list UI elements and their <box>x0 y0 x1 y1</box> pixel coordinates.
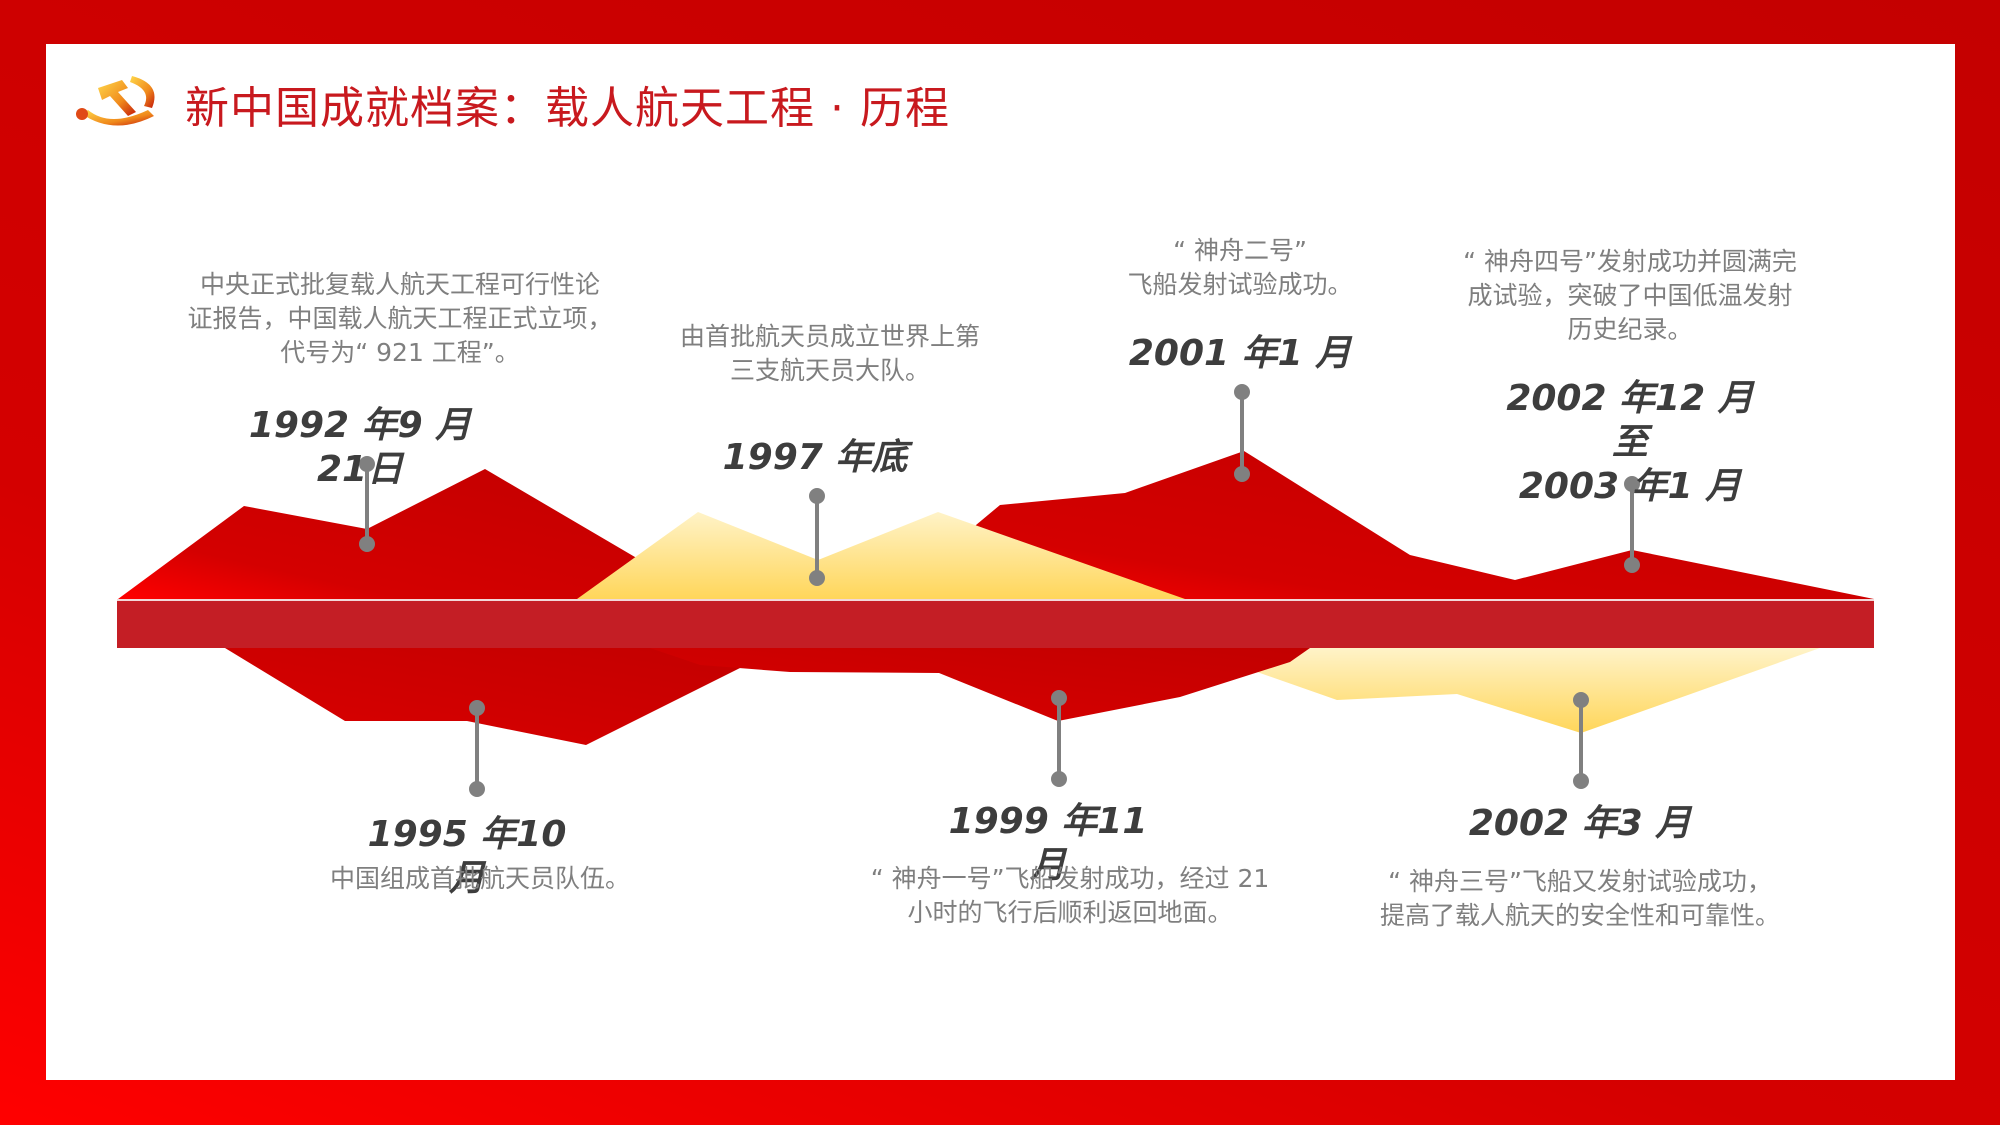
event-1995-description: 中国组成首批航天员队伍。 <box>329 864 630 893</box>
mountain-lower-red-mid <box>650 648 1310 721</box>
timeline-bar <box>117 600 1874 648</box>
mountain-lower-gold <box>1257 648 1820 733</box>
event-1999-date: 1999 年11 月 <box>948 801 1148 886</box>
event-2001-date: 2001 年1 月 <box>1128 333 1352 374</box>
page-title: 新中国成就档案：载人航天工程 · 历程 <box>185 83 950 134</box>
event-1999-description: “ 神舟一号”飞船发射成功，经过 21 小时的飞行后顺利返回地面。 <box>870 864 1270 927</box>
event-2002-03-date: 2002 年3 月 <box>1468 803 1692 844</box>
mountain-lower-red-left <box>225 648 780 745</box>
event-2002-12-description: “ 神舟四号”发射成功并圆满完 成试验，突破了中国低温发射 历史纪录。 <box>1463 247 1797 344</box>
pin-markers <box>359 384 1640 797</box>
event-1997-date: 1997 年底 <box>722 437 908 478</box>
event-1992-description: 中央正式批复载人航天工程可行性论 证报告，中国载人航天工程正式立项， 代号为“ … <box>187 270 613 367</box>
event-2002-03-description: “ 神舟三号”飞船又发射试验成功， 提高了载人航天的安全性和可靠性。 <box>1379 867 1780 930</box>
event-1997-description: 由首批航天员成立世界上第 三支航天员大队。 <box>679 322 980 385</box>
event-2001-description: “ 神舟二号” 飞船发射试验成功。 <box>1127 236 1353 299</box>
mountain-upper-gold <box>577 512 1185 599</box>
mountain-upper-red-left <box>118 469 700 599</box>
event-1992-date: 1992 年9 月 21日 <box>248 405 472 490</box>
hammer-sickle-icon <box>76 76 155 126</box>
event-2002-12-date: 2002 年12 月 至 2003 年1 月 <box>1506 378 1754 507</box>
event-1995-date: 1995 年10 月 <box>367 814 567 899</box>
